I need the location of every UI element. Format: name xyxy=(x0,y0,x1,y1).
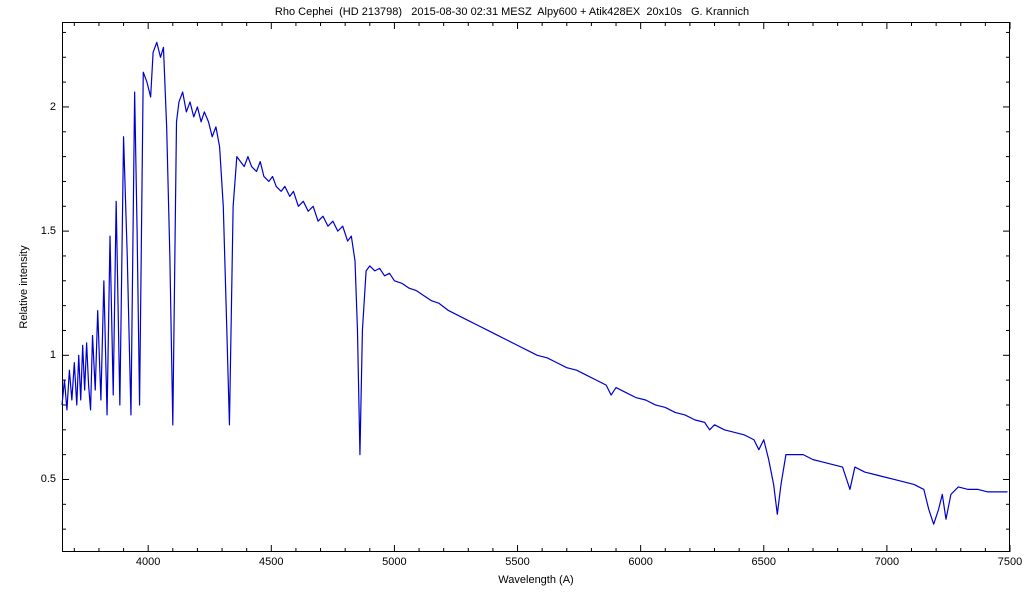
x-tick-label: 7500 xyxy=(998,556,1022,568)
x-tick-label: 6500 xyxy=(752,556,776,568)
x-tick-label: 6000 xyxy=(628,556,652,568)
y-tick-label: 1.5 xyxy=(34,225,56,237)
x-tick-label: 4000 xyxy=(136,556,160,568)
chart-svg xyxy=(0,0,1024,600)
y-tick-label: 2 xyxy=(34,101,56,113)
x-tick-label: 5500 xyxy=(505,556,529,568)
x-tick-label: 4500 xyxy=(259,556,283,568)
x-tick-label: 5000 xyxy=(382,556,406,568)
y-tick-label: 0.5 xyxy=(34,473,56,485)
x-tick-label: 7000 xyxy=(875,556,899,568)
y-tick-label: 1 xyxy=(34,349,56,361)
spectrum-line xyxy=(62,42,1008,524)
